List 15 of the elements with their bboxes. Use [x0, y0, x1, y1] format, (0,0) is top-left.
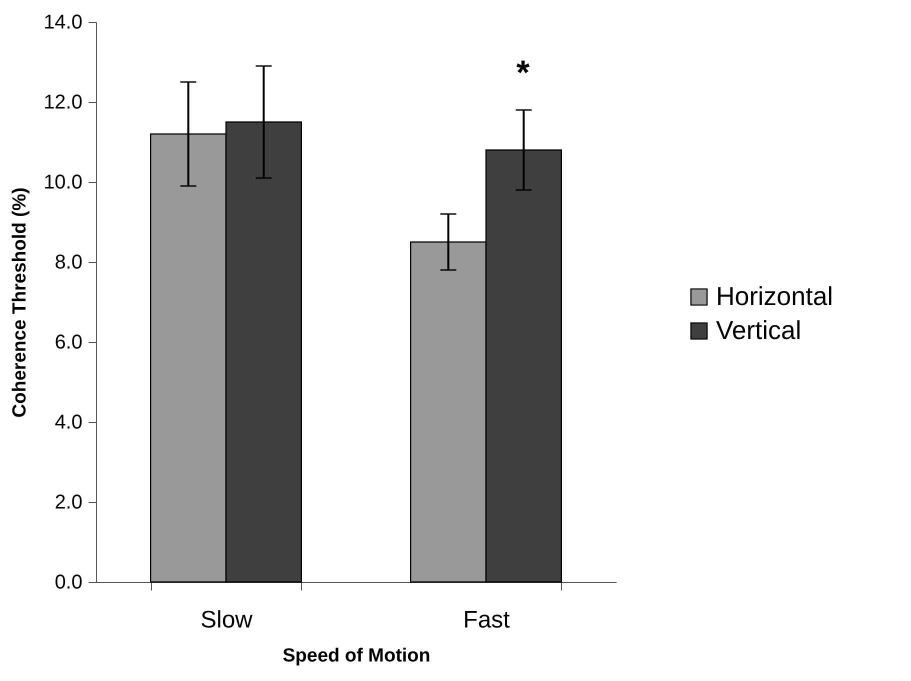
- y-tick-label: 12.0: [44, 92, 82, 114]
- x-axis-title: Speed of Motion: [282, 646, 430, 666]
- y-tick-label: 8.0: [54, 252, 82, 274]
- x-tick-label: Fast: [463, 606, 510, 634]
- annotation: *: [516, 54, 530, 92]
- y-tick-label: 10.0: [44, 172, 82, 194]
- y-tick-label: 4.0: [54, 412, 82, 434]
- y-axis-title: Coherence Threshold (%): [10, 187, 31, 418]
- y-tick-label: 6.0: [54, 332, 82, 354]
- y-tick-label: 2.0: [54, 492, 82, 514]
- legend-label: Horizontal: [716, 281, 834, 311]
- y-tick-label: 0.0: [54, 572, 82, 594]
- legend-label: Vertical: [716, 315, 802, 345]
- y-tick-label: 14.0: [44, 12, 82, 34]
- x-tick-label: Slow: [200, 606, 254, 634]
